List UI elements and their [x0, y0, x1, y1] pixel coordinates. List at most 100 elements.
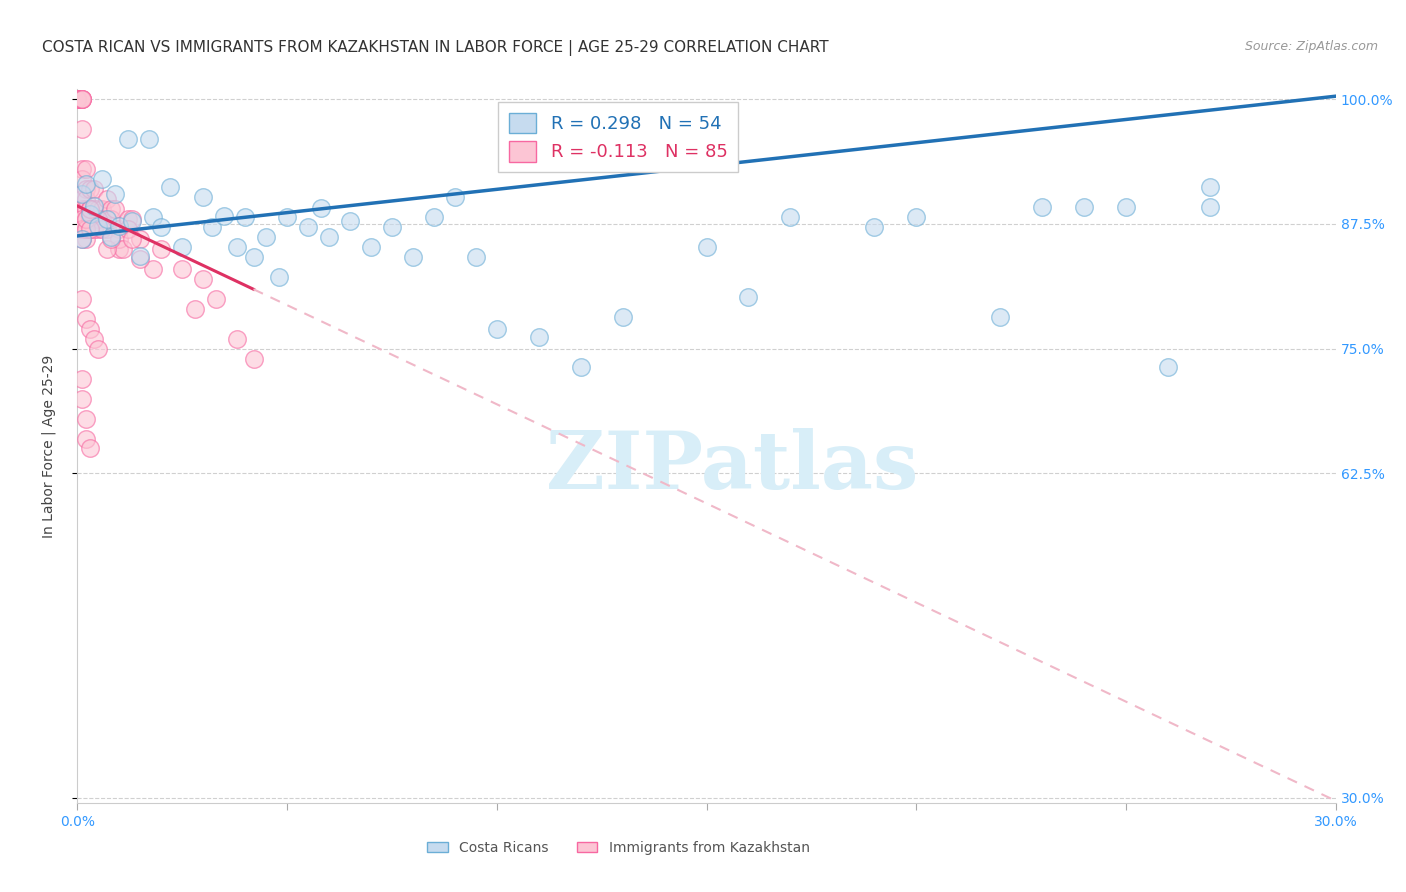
Point	[100, 230, 122, 244]
Point	[75, 182, 97, 196]
Point	[485, 322, 508, 336]
Point	[108, 232, 131, 246]
Point	[779, 210, 801, 224]
Point	[1073, 200, 1095, 214]
Point	[242, 351, 264, 366]
Point	[91, 222, 114, 236]
Point	[1031, 200, 1053, 214]
Point	[70, 222, 93, 236]
Point	[70, 92, 93, 106]
Point	[104, 202, 127, 216]
Point	[75, 432, 97, 446]
Point	[83, 332, 105, 346]
Legend: Costa Ricans, Immigrants from Kazakhstan: Costa Ricans, Immigrants from Kazakhstan	[422, 835, 815, 860]
Point	[70, 92, 93, 106]
Point	[121, 232, 143, 246]
Point	[863, 219, 886, 234]
Point	[83, 211, 105, 226]
Point	[79, 202, 101, 216]
Point	[121, 211, 143, 226]
Point	[79, 222, 101, 236]
Point	[297, 219, 319, 234]
Point	[267, 269, 290, 284]
Point	[360, 240, 382, 254]
Point	[70, 222, 93, 236]
Point	[75, 211, 97, 226]
Point	[91, 211, 114, 226]
Point	[75, 211, 97, 226]
Point	[70, 371, 93, 385]
Point	[172, 240, 194, 254]
Point	[225, 332, 247, 346]
Point	[83, 202, 105, 216]
Point	[75, 411, 97, 425]
Point	[225, 240, 247, 254]
Point	[96, 211, 118, 226]
Point	[184, 301, 207, 316]
Point	[612, 310, 634, 324]
Point	[87, 222, 110, 236]
Point	[83, 222, 105, 236]
Point	[104, 186, 127, 201]
Point	[150, 242, 173, 256]
Point	[988, 310, 1011, 324]
Point	[79, 182, 101, 196]
Point	[87, 219, 110, 233]
Point	[75, 162, 97, 177]
Point	[381, 219, 404, 234]
Point	[66, 92, 89, 106]
Point	[70, 186, 93, 201]
Point	[242, 250, 264, 264]
Point	[318, 230, 340, 244]
Point	[464, 250, 486, 264]
Text: Source: ZipAtlas.com: Source: ZipAtlas.com	[1244, 40, 1378, 54]
Point	[66, 92, 89, 106]
Point	[309, 201, 332, 215]
Point	[108, 219, 131, 233]
Point	[117, 211, 139, 226]
Point	[129, 232, 152, 246]
Point	[100, 202, 122, 216]
Point	[66, 92, 89, 106]
Point	[444, 190, 467, 204]
Point	[70, 292, 93, 306]
Point	[100, 232, 122, 246]
Point	[70, 392, 93, 406]
Point	[108, 222, 131, 236]
Point	[150, 219, 173, 234]
Point	[233, 210, 256, 224]
Point	[79, 207, 101, 221]
Point	[70, 92, 93, 106]
Point	[129, 252, 152, 266]
Point	[159, 180, 181, 194]
Point	[79, 202, 101, 216]
Point	[70, 202, 93, 216]
Point	[112, 242, 135, 256]
Point	[91, 172, 114, 186]
Point	[70, 232, 93, 246]
Point	[121, 214, 143, 228]
Point	[70, 92, 93, 106]
Point	[75, 202, 97, 216]
Point	[905, 210, 928, 224]
Point	[66, 92, 89, 106]
Point	[87, 202, 110, 216]
Point	[129, 249, 152, 263]
Point	[1199, 180, 1222, 194]
Point	[138, 132, 160, 146]
Point	[117, 222, 139, 236]
Point	[117, 132, 139, 146]
Point	[200, 219, 222, 234]
Point	[83, 199, 105, 213]
Text: ZIPatlas: ZIPatlas	[546, 428, 918, 507]
Point	[70, 162, 93, 177]
Point	[75, 222, 97, 236]
Point	[70, 172, 93, 186]
Text: COSTA RICAN VS IMMIGRANTS FROM KAZAKHSTAN IN LABOR FORCE | AGE 25-29 CORRELATION: COSTA RICAN VS IMMIGRANTS FROM KAZAKHSTA…	[42, 40, 828, 56]
Point	[75, 222, 97, 236]
Point	[79, 211, 101, 226]
Point	[91, 202, 114, 216]
Point	[737, 290, 759, 304]
Point	[191, 272, 215, 286]
Point	[75, 192, 97, 206]
